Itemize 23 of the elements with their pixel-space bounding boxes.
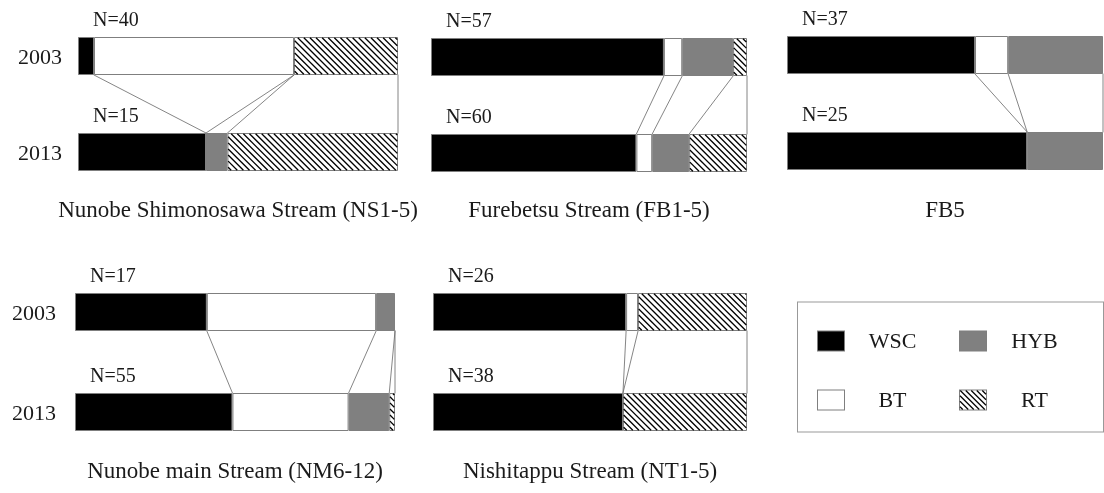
legend-label: BT bbox=[878, 387, 908, 412]
y-tick-label: 2013 bbox=[18, 139, 62, 165]
annotation: N=38 bbox=[448, 364, 494, 386]
annotation: N=17 bbox=[90, 264, 136, 286]
legend-label: WSC bbox=[868, 328, 917, 353]
annotation: N=15 bbox=[93, 104, 139, 126]
annotation: N=37 bbox=[802, 7, 848, 29]
annotation: N=60 bbox=[446, 105, 492, 127]
text: Nunobe main Stream (NM6-12) bbox=[87, 457, 383, 483]
annotation: N=26 bbox=[448, 264, 494, 286]
text: FB5 bbox=[925, 196, 965, 222]
annotation: N=55 bbox=[90, 364, 136, 386]
y-tick-label: 2003 bbox=[12, 299, 56, 325]
annotation: N=57 bbox=[446, 9, 492, 31]
legend-label: RT bbox=[1021, 387, 1049, 412]
legend-label: HYB bbox=[1011, 328, 1058, 353]
text: Nunobe Shimonosawa Stream (NS1-5) bbox=[58, 196, 418, 222]
annotation: N=25 bbox=[802, 103, 848, 125]
text: Furebetsu Stream (FB1-5) bbox=[468, 196, 710, 222]
annotation: N=40 bbox=[93, 8, 139, 30]
text: Nishitappu Stream (NT1-5) bbox=[462, 457, 718, 483]
y-tick-label: 2013 bbox=[12, 399, 56, 425]
y-tick-label: 2003 bbox=[18, 43, 62, 69]
